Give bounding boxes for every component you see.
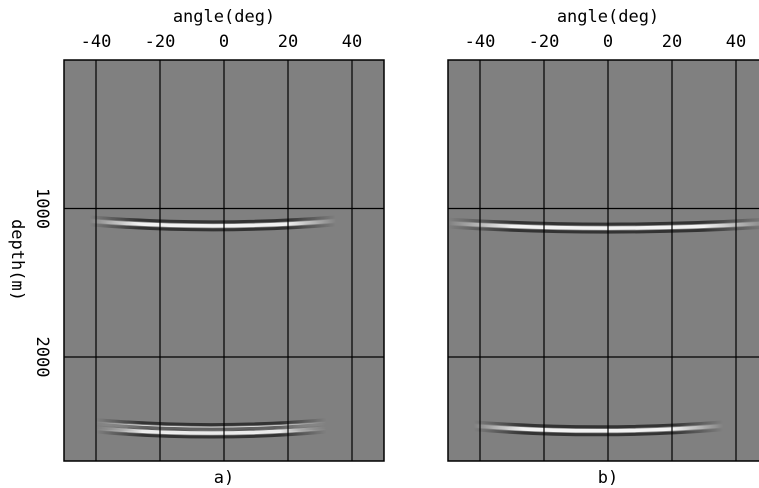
x-tick-label: 40 xyxy=(726,32,746,52)
x-tick-label: 0 xyxy=(219,32,229,52)
event-trough xyxy=(89,215,337,224)
x-tick-label: -40 xyxy=(81,32,112,52)
panel-caption: b) xyxy=(598,468,618,488)
x-axis-label: angle(deg) xyxy=(173,7,275,27)
panel-frame xyxy=(63,59,385,462)
x-tick-label: -40 xyxy=(465,32,496,52)
y-tick-label: 1000 xyxy=(32,188,52,229)
panel-caption: a) xyxy=(214,468,234,488)
panel-background xyxy=(448,60,759,461)
x-tick-label: 20 xyxy=(662,32,682,52)
event-trough xyxy=(95,418,327,427)
panel-frame xyxy=(447,59,759,462)
event xyxy=(473,424,724,433)
x-tick-label: 0 xyxy=(603,32,613,52)
x-tick-label: 20 xyxy=(278,32,298,52)
event-trough xyxy=(95,422,327,431)
event-trough xyxy=(89,223,337,232)
event-trough xyxy=(473,428,724,437)
y-axis-label: depth(m) xyxy=(7,219,27,301)
x-axis-label: angle(deg) xyxy=(557,7,659,27)
event-trough xyxy=(95,430,327,439)
event xyxy=(95,426,327,435)
x-tick-label: -20 xyxy=(529,32,560,52)
event-trough xyxy=(473,420,724,429)
x-tick-label: 40 xyxy=(342,32,362,52)
event xyxy=(89,219,337,228)
y-tick-label: 2000 xyxy=(32,337,52,378)
x-tick-label: -20 xyxy=(145,32,176,52)
